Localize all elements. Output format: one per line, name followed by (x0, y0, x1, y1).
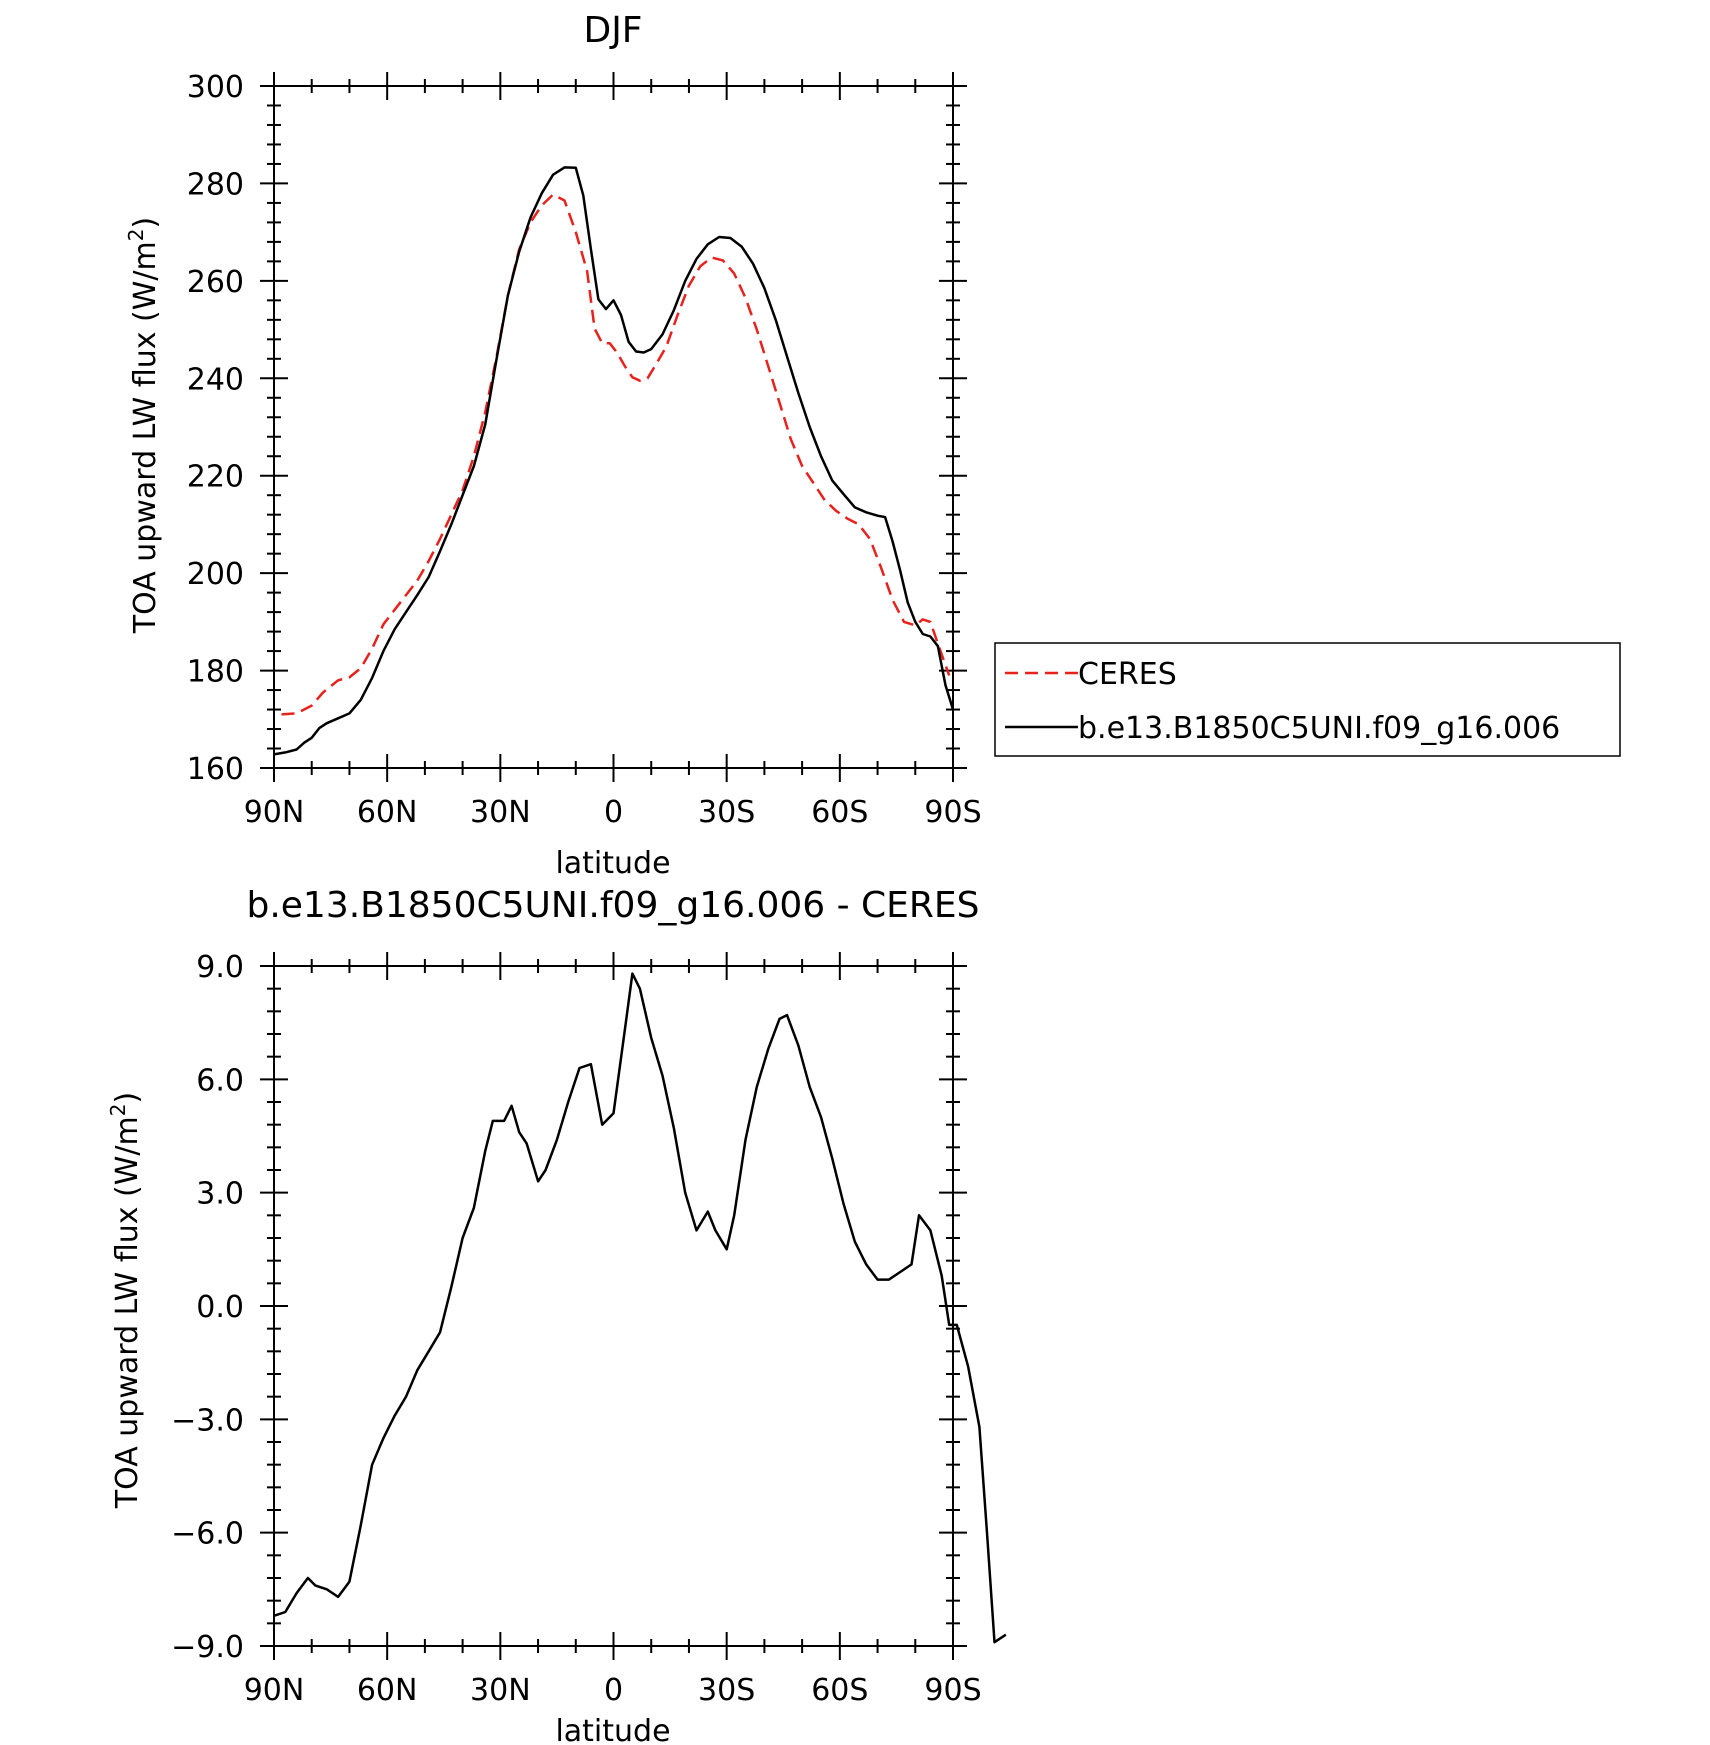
bottom-chart: b.e13.B1850C5UNI.f09_g16.006 - CERES 90N… (106, 885, 1007, 1745)
bottom-x-tick-label: 30N (470, 1673, 531, 1708)
bottom-y-tick-label: 9.0 (196, 950, 244, 985)
legend-box (994, 642, 1621, 757)
bottom-y-tick-label: −3.0 (171, 1403, 244, 1438)
top-y-tick-label: 180 (187, 655, 244, 690)
top-y-tick-label: 300 (187, 70, 244, 105)
top-chart-title: DJF (583, 10, 642, 51)
top-x-tick-label: 90S (924, 795, 981, 830)
top-y-axis-label: TOA upward LW flux (W/m2) (124, 217, 163, 634)
bottom-y-tick-label: 0.0 (196, 1290, 244, 1325)
bottom-plot-border (273, 965, 954, 1647)
top-y-tick-label: 160 (187, 752, 244, 787)
legend-label-ceres: CERES (1078, 657, 1177, 692)
bottom-x-axis-label: latitude (555, 1714, 670, 1745)
bottom-x-tick-label: 90S (924, 1673, 981, 1708)
bottom-series-group (273, 972, 1007, 1644)
top-x-axis-label: latitude (555, 846, 670, 881)
top-series-group (273, 166, 955, 756)
top-series-line-1 (273, 166, 955, 756)
bottom-x-tick-label: 60N (357, 1673, 418, 1708)
top-plot-frame: 90N 60N 30N 0 30S 60S 90S 160 180 200 220 240 260 280… (187, 70, 982, 830)
bottom-x-tick-label: 0 (604, 1673, 623, 1708)
legend: CERES b.e13.B1850C5UNI.f09_g16.006 (994, 642, 1621, 757)
bottom-y-axis-label: TOA upward LW flux (W/m2) (106, 1092, 145, 1509)
bottom-x-tick-label: 30S (698, 1673, 755, 1708)
top-y-tick-label: 240 (187, 362, 244, 397)
top-series-line-0 (281, 193, 951, 716)
bottom-plot-frame: 90N 60N 30N 0 30S 60S 90S −9.0 −6.0 −3.0 0.0 3.0 6.0… (171, 950, 981, 1708)
top-y-tick-label: 260 (187, 265, 244, 300)
legend-label-model: b.e13.B1850C5UNI.f09_g16.006 (1078, 711, 1560, 746)
bottom-y-tick-label: −6.0 (171, 1517, 244, 1552)
bottom-chart-title: b.e13.B1850C5UNI.f09_g16.006 - CERES (246, 885, 979, 926)
top-x-tick-label: 30N (470, 795, 531, 830)
bottom-x-tick-label: 60S (811, 1673, 868, 1708)
bottom-y-tick-label: 6.0 (196, 1063, 244, 1098)
top-y-tick-label: 200 (187, 557, 244, 592)
top-x-tick-label: 60S (811, 795, 868, 830)
bottom-y-tick-label: 3.0 (196, 1177, 244, 1212)
bottom-series-line-0 (273, 972, 1007, 1644)
top-x-tick-label: 0 (604, 795, 623, 830)
top-y-tick-label: 220 (187, 460, 244, 495)
bottom-y-tick-label: −9.0 (171, 1630, 244, 1665)
top-plot-border (273, 85, 954, 769)
top-x-tick-label: 60N (357, 795, 418, 830)
bottom-x-tick-label: 90N (244, 1673, 305, 1708)
top-x-tick-label: 30S (698, 795, 755, 830)
top-x-tick-label: 90N (244, 795, 305, 830)
top-chart: DJF 90N 60N 30N 0 30S 60S 90S 160 180 200 220 240 26… (124, 10, 1621, 881)
top-y-tick-label: 280 (187, 167, 244, 202)
